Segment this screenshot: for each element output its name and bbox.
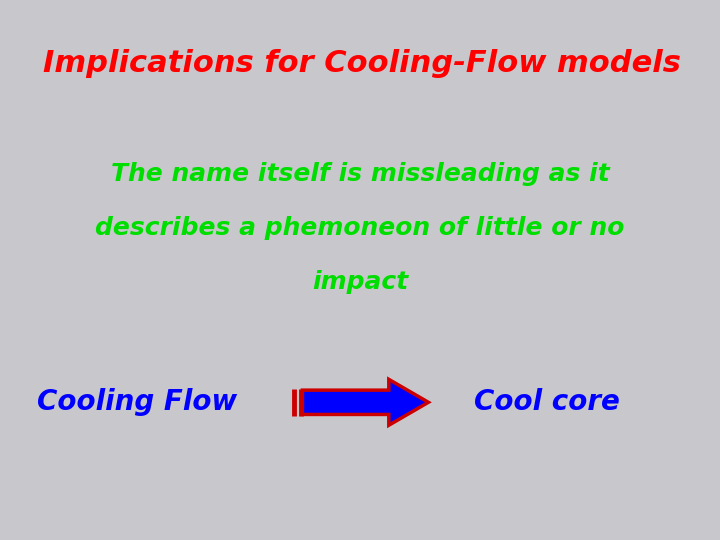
FancyArrow shape — [302, 379, 428, 426]
Text: describes a phemoneon of little or no: describes a phemoneon of little or no — [95, 216, 625, 240]
Text: The name itself is missleading as it: The name itself is missleading as it — [111, 162, 609, 186]
Text: Cooling Flow: Cooling Flow — [37, 388, 237, 416]
Text: Cool core: Cool core — [474, 388, 620, 416]
Text: impact: impact — [312, 270, 408, 294]
Text: Implications for Cooling-Flow models: Implications for Cooling-Flow models — [43, 49, 681, 78]
